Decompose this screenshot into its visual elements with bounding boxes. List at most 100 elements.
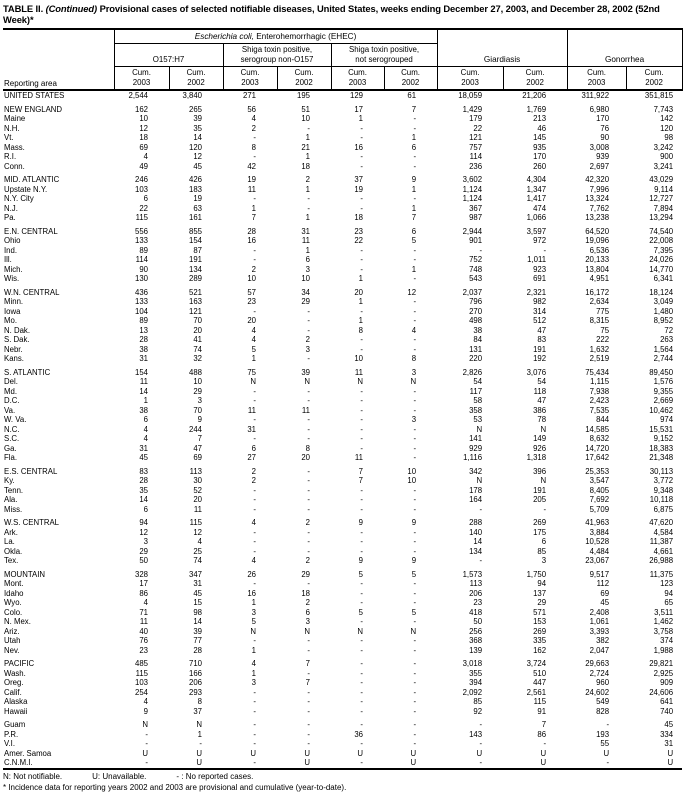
- value-cell: 153: [533, 617, 547, 626]
- value-cell: 2: [305, 175, 310, 184]
- header-row-cum: Cum. 2003 Cum. 2002 Cum. 2003 Cum. 2002 Cum.…: [3, 66, 683, 91]
- value-cell: 94: [664, 588, 674, 598]
- value-cell: N: [540, 476, 547, 485]
- value-cell: 98: [664, 133, 674, 142]
- value-cell: 5: [358, 569, 363, 579]
- value-cell: 98: [193, 607, 202, 617]
- value-cell: 222: [596, 335, 610, 344]
- value-cell: 45: [193, 588, 202, 598]
- value-cell: 8: [411, 354, 417, 363]
- value-cell: 1: [251, 598, 256, 607]
- value-cell: 113: [189, 466, 202, 476]
- value-cell: 13,804: [585, 264, 610, 274]
- value-cell: -: [437, 758, 504, 770]
- value-cell: -: [360, 396, 363, 405]
- value-cell: 1: [251, 203, 256, 213]
- reporting-area-cell: Hawaii: [4, 706, 28, 716]
- value-cell: -: [413, 443, 417, 453]
- table-row: E.S. CENTRAL 83 113 2 - 7 10 342 396 25,353 30,113: [3, 467, 682, 477]
- value-cell: 13,324: [585, 194, 610, 203]
- value-cell: 974: [660, 415, 674, 424]
- value-cell: 6,341: [653, 274, 674, 283]
- value-cell: 115: [533, 697, 547, 706]
- value-cell: 70: [193, 316, 202, 325]
- value-cell: 31: [664, 739, 674, 748]
- value-cell: 775: [596, 306, 610, 316]
- value-cell: 485: [134, 659, 148, 668]
- value-cell: 14: [193, 617, 202, 626]
- value-cell: 556: [134, 226, 148, 236]
- value-cell: 94: [537, 579, 547, 588]
- value-cell: 4: [251, 556, 256, 565]
- value-cell: 29: [301, 569, 310, 579]
- value-cell: -: [307, 537, 310, 546]
- value-cell: 6: [251, 443, 256, 453]
- notifiable-diseases-table: Reporting area Escherichia coli, Enteroh…: [3, 28, 683, 770]
- value-cell: 2: [251, 466, 256, 476]
- reporting-area-cell: Mass.: [4, 142, 25, 152]
- value-cell: 118: [533, 386, 547, 396]
- reporting-area-cell: N. Dak.: [4, 325, 30, 335]
- cum-2002-header: Cum. 2002: [168, 66, 223, 91]
- value-cell: 143: [469, 729, 483, 739]
- value-cell: -: [360, 123, 363, 133]
- table-row: W.N. CENTRAL 436 521 57 34 20 12 2,037 2,321 16,1…: [3, 288, 682, 298]
- value-cell: 5,709: [589, 504, 610, 514]
- value-cell: -: [307, 729, 310, 739]
- value-cell: -: [360, 485, 363, 495]
- value-cell: -: [413, 386, 417, 396]
- value-cell: 2,925: [653, 668, 674, 678]
- value-cell: -: [413, 194, 417, 203]
- value-cell: 1: [358, 114, 363, 123]
- table-row: Tenn. 35 52 - - - - 178 191 8,405 9,348: [3, 486, 682, 496]
- value-cell: -: [253, 720, 256, 729]
- value-cell: 6: [143, 504, 148, 514]
- value-cell: 45: [600, 598, 610, 607]
- value-cell: 29: [301, 297, 310, 306]
- ehec-label: Enterohemorrhagic (EHEC): [253, 32, 357, 41]
- value-cell: 54: [537, 377, 547, 386]
- value-cell: 271: [242, 91, 256, 100]
- header-row-subgroups: O157:H7 Shiga toxin positive, serogroup n…: [3, 43, 682, 67]
- value-cell: 1,066: [526, 213, 547, 222]
- table-row: S. ATLANTIC 154 488 75 39 11 3 2,826 3,076 75,434…: [3, 368, 682, 378]
- reporting-area-cell: W.N. CENTRAL: [4, 287, 60, 297]
- value-cell: 260: [533, 161, 547, 171]
- value-cell: 3,393: [589, 626, 610, 636]
- value-cell: -: [360, 152, 363, 161]
- ehec-group-header: Escherichia coli, Enterohemorrhagic (EHE…: [113, 28, 438, 44]
- value-cell: -: [567, 758, 627, 770]
- reporting-area-cell: Nebr.: [4, 344, 23, 354]
- value-cell: 3,076: [526, 367, 547, 377]
- reporting-area-cell: Del.: [4, 377, 18, 386]
- value-cell: 12: [407, 287, 417, 297]
- reporting-area-cell: Ohio: [4, 236, 21, 245]
- value-cell: 6: [411, 142, 417, 152]
- value-cell: 4,304: [526, 175, 547, 184]
- footnote-u: U: Unavailable.: [92, 771, 147, 781]
- value-cell: -: [413, 161, 417, 171]
- value-cell: -: [307, 354, 310, 363]
- value-cell: 18,383: [649, 443, 674, 453]
- reporting-area-cell: E.S. CENTRAL: [4, 466, 58, 476]
- reporting-area-cell: Ind.: [4, 245, 18, 255]
- reporting-area-cell: W.S. CENTRAL: [4, 518, 60, 527]
- footnote-n: N: Not notifiable.: [3, 771, 63, 781]
- value-cell: 2,724: [589, 668, 610, 678]
- value-cell: U: [476, 748, 483, 758]
- value-cell: 3: [251, 678, 256, 687]
- value-cell: -: [360, 386, 363, 396]
- value-cell: 1,769: [526, 104, 547, 114]
- value-cell: -: [253, 697, 256, 706]
- value-cell: 2,321: [526, 287, 547, 297]
- value-cell: 752: [469, 255, 483, 264]
- reporting-area-cell: E.N. CENTRAL: [4, 226, 58, 236]
- value-cell: 40: [139, 626, 148, 636]
- value-cell: U: [250, 748, 256, 758]
- value-cell: -: [307, 739, 310, 748]
- value-cell: 178: [469, 485, 483, 495]
- value-cell: 265: [188, 104, 202, 114]
- table-row: Wis. 130 289 10 10 1 - 543 691 4,951 6,341: [3, 274, 682, 284]
- table-row: Minn. 133 163 23 29 1 - 796 982 2,634 3,049: [3, 297, 682, 307]
- value-cell: 6: [305, 255, 310, 264]
